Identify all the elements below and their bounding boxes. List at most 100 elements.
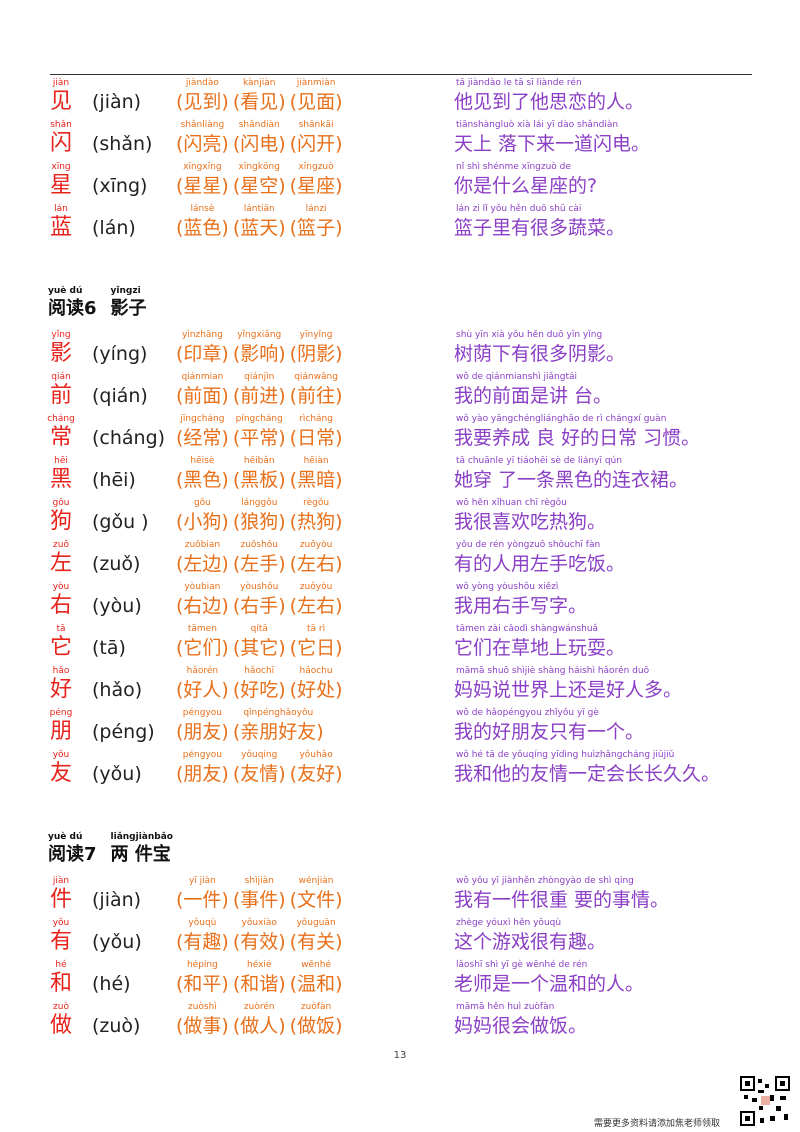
- sentence: māmā shuō shìjiè shàng háishì hǎorén duō…: [454, 666, 682, 703]
- word-pinyin: yǐngxiǎng: [237, 330, 282, 340]
- character: zuǒ 左: [46, 540, 76, 577]
- word: qítā (其它): [233, 624, 286, 661]
- word-pinyin: yǒuqing: [241, 750, 278, 760]
- sentence: wǒ de hǎopéngyou zhǐyǒu yī gè 我的好朋友只有一个。: [454, 708, 644, 745]
- heading-label-text: 阅读7: [48, 844, 97, 865]
- word-pinyin: zuòfàn: [300, 1002, 332, 1012]
- sentence: tā jiàndào le tā sī liànde rén 他见到了他思恋的人。: [454, 78, 644, 115]
- character: hé 和: [46, 960, 76, 997]
- character-pinyin: xīng: [51, 162, 71, 172]
- word-pinyin: tā rì: [307, 624, 326, 634]
- word: yǐngxiǎng (影响): [233, 330, 286, 367]
- word-pinyin: zuòrén: [243, 1002, 275, 1012]
- sentence-text: 你是什么星座的?: [454, 175, 598, 197]
- word-text: (其它): [232, 637, 286, 659]
- sentence-text: 它们在草地上玩耍。: [454, 637, 626, 659]
- word-text: (它日): [289, 637, 343, 659]
- sentence-text: 有的人用左手吃饭。: [454, 553, 626, 575]
- vocab-row: xīng 星 (xīng) xīngxīng (星星) xīngkōng (星空) xīngz…: [0, 162, 800, 202]
- word: rìcháng (日常): [290, 414, 343, 451]
- word: hǎorén (好人): [176, 666, 229, 703]
- word: zuòrén (做人): [233, 1002, 286, 1039]
- word: tāmen (它们): [176, 624, 229, 661]
- reading: (yǒu): [92, 931, 142, 953]
- word-text: (经常): [176, 427, 229, 449]
- word-pinyin: xīngxīng: [183, 162, 222, 172]
- word: hēiàn (黑暗): [290, 456, 343, 493]
- sentence-text: 我用右手写字。: [454, 595, 588, 617]
- reading: (jiàn): [92, 889, 142, 911]
- character-text: 做: [49, 1013, 72, 1038]
- vocab-row: yòu 右 (yòu) yòubian (右边) yòushǒu (右手) zuǒyòu (左右…: [0, 582, 800, 622]
- word-text: (好人): [176, 679, 229, 701]
- sentence-pinyin: wǒ hěn xǐhuan chī règǒu: [456, 498, 567, 508]
- reading: (yòu): [92, 595, 142, 617]
- word-list: yī jiàn (一件) shìjiàn (事件) wénjiàn (文件): [176, 876, 342, 913]
- character-pinyin: jiàn: [52, 876, 70, 886]
- reading: (yǒu): [92, 763, 142, 785]
- character-text: 蓝: [49, 215, 72, 240]
- word-pinyin: hépíng: [186, 960, 218, 970]
- character-text: 影: [49, 341, 72, 366]
- word: lántiān (蓝天): [233, 204, 286, 241]
- word: yìnzhāng (印章): [176, 330, 229, 367]
- character: yǐng 影: [46, 330, 76, 367]
- character-pinyin: cháng: [47, 414, 75, 424]
- word: lánzi (篮子): [290, 204, 343, 241]
- word: qīnpénghǎoyǒu (亲朋好友): [233, 708, 324, 745]
- vocab-row: jiàn 见 (jiàn) jiàndào (见到) kànjiàn (看见) jiànmià…: [0, 78, 800, 118]
- sentence-text: 天上 落下来一道闪电。: [454, 133, 651, 155]
- footer-note: 需要更多资料请添加焦老师领取: [594, 1119, 721, 1129]
- word: hēisè (黑色): [176, 456, 229, 493]
- word-text: (友好): [289, 763, 343, 785]
- word: yǒuxiào (有效): [233, 918, 286, 955]
- word-text: (左右): [289, 553, 343, 575]
- word: péngyou (朋友): [176, 708, 229, 745]
- character: yǒu 友: [46, 750, 76, 787]
- sentence: māmā hěn huì zuòfàn 妈妈很会做饭。: [454, 1002, 587, 1039]
- word: wēnhé (温和): [290, 960, 343, 997]
- word-text: (做事): [176, 1015, 229, 1037]
- vocab-row: jiàn 件 (jiàn) yī jiàn (一件) shìjiàn (事件) wénjiàn…: [0, 876, 800, 916]
- word-text: (小狗): [176, 511, 229, 533]
- word-text: (朋友): [176, 763, 229, 785]
- word: héxié (和谐): [233, 960, 286, 997]
- word-text: (前面): [176, 385, 229, 407]
- character-pinyin: zuò: [53, 1002, 69, 1012]
- vocab-row: yǐng 影 (yíng) yìnzhāng (印章) yǐngxiǎng (影响) yīny…: [0, 330, 800, 370]
- word-pinyin: xīngkōng: [238, 162, 280, 172]
- reading: (zuǒ): [92, 553, 141, 575]
- character-pinyin: yòu: [52, 582, 70, 592]
- word: hǎochī (好吃): [233, 666, 286, 703]
- character-pinyin: jiàn: [52, 78, 70, 88]
- vocab-row: hǎo 好 (hǎo) hǎorén (好人) hǎochī (好吃) hǎochu (好处) m…: [0, 666, 800, 706]
- sentence-pinyin: tiānshàngluò xià lái yī dào shǎndiàn: [456, 120, 619, 130]
- word-pinyin: kànjiàn: [242, 78, 276, 88]
- word-text: (亲朋好友): [232, 721, 324, 743]
- reading: (zuò): [92, 1015, 141, 1037]
- sentence-text: 这个游戏很有趣。: [454, 931, 607, 953]
- word-list: jiàndào (见到) kànjiàn (看见) jiànmiàn (见面): [176, 78, 342, 115]
- word-pinyin: yǒuguān: [296, 918, 336, 928]
- vocab-row: péng 朋 (péng) péngyou (朋友) qīnpénghǎoyǒu (亲朋好友…: [0, 708, 800, 748]
- sentence: zhège yóuxì hěn yǒuqù 这个游戏很有趣。: [454, 918, 606, 955]
- word-text: (阴影): [289, 343, 343, 365]
- word-text: (黑暗): [289, 469, 343, 491]
- word: xīngkōng (星空): [233, 162, 286, 199]
- reading: (lán): [92, 217, 136, 239]
- vocab-row: hēi 黑 (hēi) hēisè (黑色) hēibǎn (黑板) hēiàn (黑暗) tā …: [0, 456, 800, 496]
- word-pinyin: yǒuhǎo: [299, 750, 333, 760]
- word: zuòfàn (做饭): [290, 1002, 343, 1039]
- word: règǒu (热狗): [290, 498, 343, 535]
- sentence-pinyin: wǒ de qiánmianshì jiǎngtái: [456, 372, 577, 382]
- word-pinyin: hēiàn: [303, 456, 329, 466]
- word-pinyin: lánsè: [190, 204, 215, 214]
- character-pinyin: hǎo: [52, 666, 70, 676]
- word-text: (狼狗): [232, 511, 286, 533]
- character-text: 友: [49, 761, 72, 786]
- vocab-row: lán 蓝 (lán) lánsè (蓝色) lántiān (蓝天) lánzi (篮子) lá…: [0, 204, 800, 244]
- sentence: wǒ yòng yòushǒu xiězì 我用右手写字。: [454, 582, 587, 619]
- word: jiànmiàn (见面): [290, 78, 343, 115]
- word-pinyin: lánzi: [305, 204, 327, 214]
